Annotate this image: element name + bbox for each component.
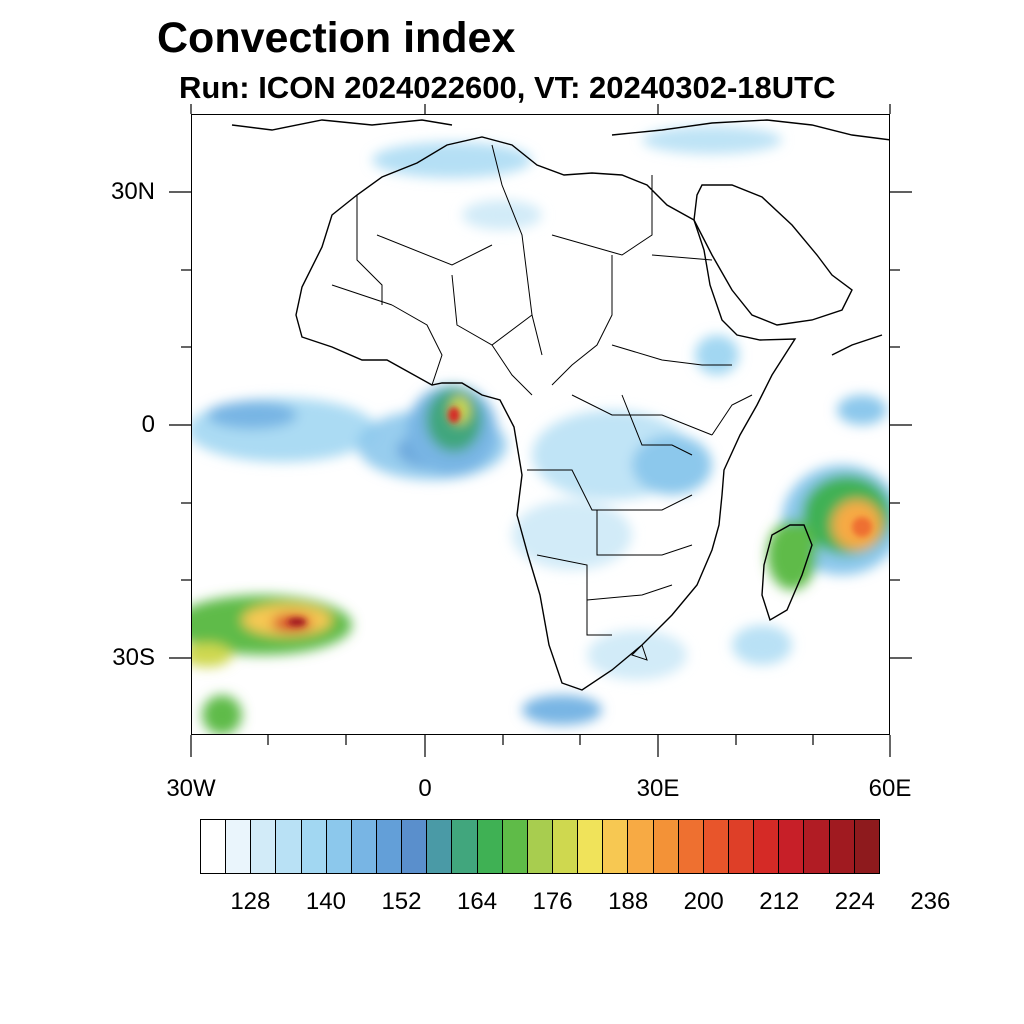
colorbar-label: 236 — [910, 888, 951, 915]
x-tick-label: 30W — [166, 775, 216, 802]
colorbar-swatch — [578, 820, 604, 873]
colorbar-swatch — [603, 820, 629, 873]
colorbar-swatch — [351, 820, 377, 873]
colorbar-label: 212 — [759, 888, 800, 915]
colorbar-swatch — [301, 820, 327, 873]
colorbar-swatch — [754, 820, 780, 873]
colorbar-swatch — [779, 820, 805, 873]
colorbar-swatch — [728, 820, 755, 873]
colorbar-swatch — [326, 820, 352, 873]
colorbar-label: 188 — [608, 888, 649, 915]
colorbar-swatch — [226, 820, 252, 873]
colorbar-swatch — [653, 820, 679, 873]
convection-field — [192, 126, 889, 734]
y-tick-label: 0 — [141, 411, 155, 438]
chart-title: Convection index — [157, 14, 516, 62]
colorbar-swatch — [854, 820, 879, 873]
colorbar-swatch — [527, 820, 553, 873]
colorbar-label: 164 — [457, 888, 498, 915]
coastlines — [231, 119, 889, 691]
y-tick-label: 30N — [110, 178, 155, 205]
chart-subtitle: Run: ICON 2024022600, VT: 20240302-18UTC — [179, 70, 836, 105]
map-frame — [191, 114, 890, 735]
colorbar-swatch — [201, 820, 227, 873]
colorbar-swatch — [703, 820, 729, 873]
colorbar-label: 176 — [532, 888, 573, 915]
colorbar-label: 224 — [834, 888, 875, 915]
colorbar-label: 200 — [683, 888, 724, 915]
colorbar-swatch — [251, 820, 277, 873]
x-tick-label: 60E — [868, 775, 912, 802]
colorbar-label: 152 — [381, 888, 422, 915]
colorbar-swatch — [628, 820, 654, 873]
colorbar-swatch — [402, 820, 428, 873]
country-borders — [331, 144, 753, 661]
x-tick-label: 30E — [636, 775, 680, 802]
colorbar-swatch — [276, 820, 302, 873]
colorbar — [200, 819, 880, 874]
colorbar-swatch — [477, 820, 503, 873]
y-tick-label: 30S — [112, 644, 155, 671]
colorbar-label: 128 — [230, 888, 271, 915]
map-canvas — [192, 119, 889, 734]
colorbar-swatch — [376, 820, 403, 873]
colorbar-swatch — [502, 820, 528, 873]
colorbar-swatch — [678, 820, 704, 873]
colorbar-swatch — [829, 820, 855, 873]
colorbar-swatch — [552, 820, 579, 873]
colorbar-label: 140 — [305, 888, 346, 915]
colorbar-swatch — [804, 820, 830, 873]
colorbar-swatch — [452, 820, 478, 873]
x-tick-label: 0 — [418, 775, 432, 802]
colorbar-swatch — [427, 820, 453, 873]
